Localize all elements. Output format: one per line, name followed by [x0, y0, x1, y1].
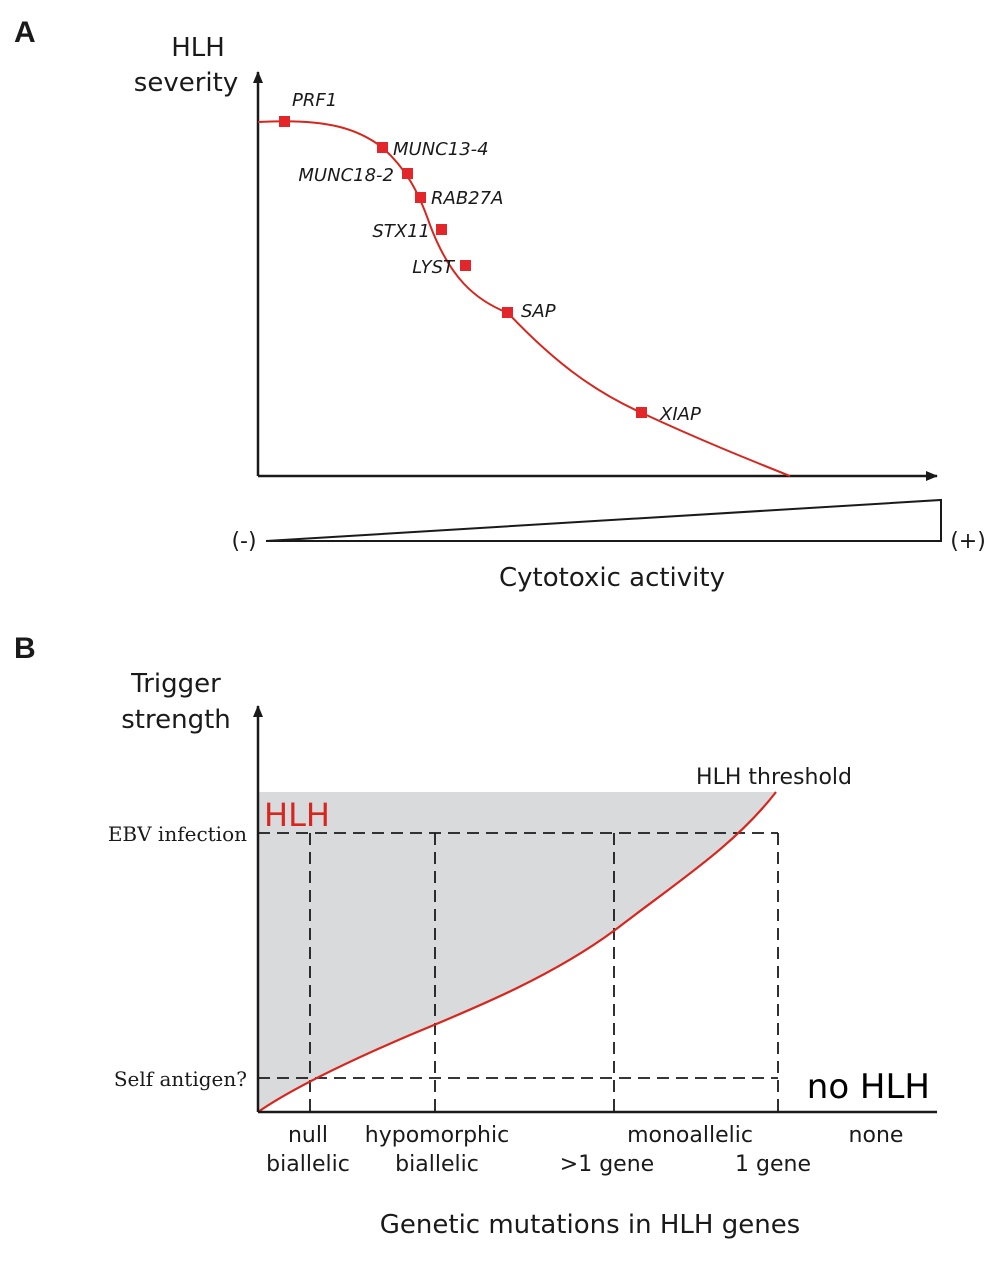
scale-plus-label: (+) — [950, 529, 986, 554]
panel-a-letter: A — [14, 16, 36, 49]
gene-label-stx11: STX11 — [372, 221, 430, 242]
panel-a-y-title-line2: severity — [134, 68, 238, 98]
gene-label-munc18-2: MUNC18-2 — [298, 165, 394, 186]
gene-marker-lyst — [460, 260, 471, 271]
hlh-region — [258, 792, 776, 1112]
panel-b-letter: B — [14, 632, 36, 665]
panel-b-y-title-line2: strength — [121, 705, 231, 735]
x-cat-null-line1: null — [288, 1123, 328, 1148]
no-hlh-label: no HLH — [807, 1067, 930, 1107]
gene-label-prf1: PRF1 — [292, 90, 337, 111]
gene-marker-munc13-4 — [377, 142, 388, 153]
gene-label-sap: SAP — [521, 301, 556, 322]
gene-label-munc13-4: MUNC13-4 — [393, 139, 489, 160]
gene-marker-munc18-2 — [402, 168, 413, 179]
panel-b: B Trigger strength HLH HLH threshold no … — [14, 632, 937, 1240]
x-cat-single-gene: 1 gene — [735, 1152, 811, 1177]
panel-a-x-title: Cytotoxic activity — [499, 563, 725, 593]
threshold-label: HLH threshold — [696, 765, 852, 790]
x-cat-hypomorphic-line2: biallelic — [395, 1152, 479, 1177]
gene-label-xiap: XIAP — [659, 404, 701, 425]
x-cat-null-line2: biallelic — [266, 1152, 350, 1177]
gene-label-lyst: LYST — [412, 257, 456, 278]
panel-a-severity-curve — [257, 120, 791, 477]
x-cat-monoallelic-line1: monoallelic — [627, 1123, 753, 1148]
gene-marker-prf1 — [279, 116, 290, 127]
panel-a-y-title-line1: HLH — [171, 33, 225, 63]
y-level-ebv-infection: EBV infection — [108, 822, 247, 846]
cytotoxic-activity-wedge — [265, 498, 942, 542]
scale-minus-label: (-) — [231, 529, 256, 554]
gene-marker-sap — [502, 307, 513, 318]
panel-a: A HLH severity PRF1 MUNC13-4 MUNC18-2 RA… — [14, 16, 986, 593]
gene-marker-stx11 — [436, 224, 447, 235]
y-level-self-antigen: Self antigen? — [114, 1067, 247, 1091]
panel-b-x-title: Genetic mutations in HLH genes — [380, 1210, 800, 1240]
dashed-guides — [258, 832, 779, 1112]
x-cat-multi-gene: >1 gene — [560, 1152, 654, 1177]
x-cat-hypomorphic-line1: hypomorphic — [365, 1123, 509, 1148]
gene-marker-xiap — [636, 407, 647, 418]
panel-b-y-title-line1: Trigger — [130, 669, 221, 699]
hlh-threshold-curve — [257, 791, 777, 1113]
gene-label-rab27a: RAB27A — [431, 188, 503, 209]
gene-marker-rab27a — [415, 192, 426, 203]
hlh-region-label: HLH — [264, 796, 330, 834]
x-cat-none: none — [849, 1123, 904, 1148]
